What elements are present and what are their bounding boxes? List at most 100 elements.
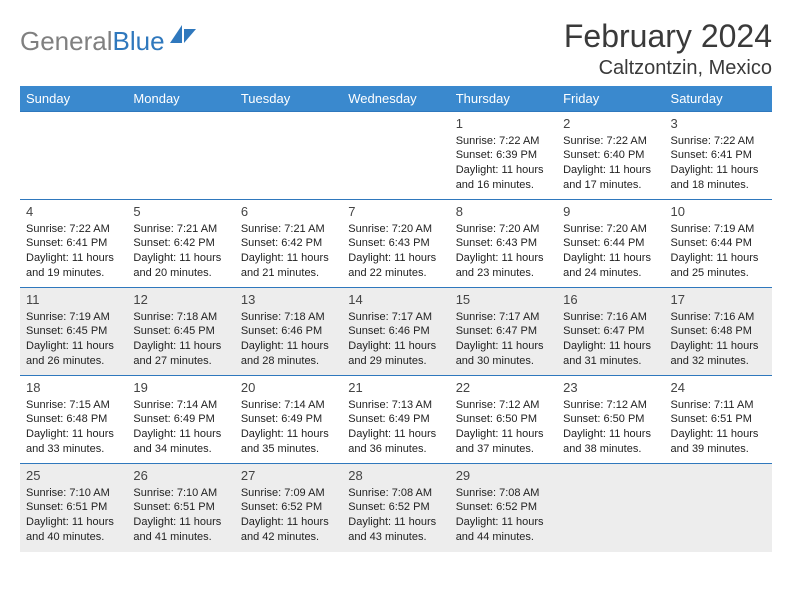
sunrise-label: Sunrise: bbox=[26, 311, 66, 323]
day-cell: 8Sunrise: 7:20 AMSunset: 6:43 PMDaylight… bbox=[450, 200, 557, 288]
sunset-label: Sunset: bbox=[563, 237, 600, 249]
sunrise-value: 7:10 AM bbox=[177, 487, 217, 499]
day-cell: 3Sunrise: 7:22 AMSunset: 6:41 PMDaylight… bbox=[665, 112, 772, 200]
day-cell: 2Sunrise: 7:22 AMSunset: 6:40 PMDaylight… bbox=[557, 112, 664, 200]
day-cell: 16Sunrise: 7:16 AMSunset: 6:47 PMDayligh… bbox=[557, 288, 664, 376]
sunset-value: 6:42 PM bbox=[174, 237, 215, 249]
sunrise-line: Sunrise: 7:12 AM bbox=[563, 398, 658, 413]
sunrise-value: 7:17 AM bbox=[499, 311, 539, 323]
sunrise-line: Sunrise: 7:11 AM bbox=[671, 398, 766, 413]
daylight-label: Daylight: bbox=[26, 340, 69, 352]
daylight-label: Daylight: bbox=[671, 340, 714, 352]
day-info: Sunrise: 7:12 AMSunset: 6:50 PMDaylight:… bbox=[563, 398, 658, 457]
day-info: Sunrise: 7:11 AMSunset: 6:51 PMDaylight:… bbox=[671, 398, 766, 457]
col-sunday: Sunday bbox=[20, 86, 127, 112]
day-info: Sunrise: 7:22 AMSunset: 6:39 PMDaylight:… bbox=[456, 134, 551, 193]
sunrise-label: Sunrise: bbox=[563, 311, 603, 323]
sunrise-label: Sunrise: bbox=[241, 487, 281, 499]
sunrise-label: Sunrise: bbox=[26, 223, 66, 235]
daylight-label: Daylight: bbox=[241, 252, 284, 264]
sunrise-line: Sunrise: 7:08 AM bbox=[456, 486, 551, 501]
sunset-line: Sunset: 6:52 PM bbox=[348, 500, 443, 515]
sunrise-label: Sunrise: bbox=[26, 399, 66, 411]
sunrise-value: 7:14 AM bbox=[177, 399, 217, 411]
sunrise-value: 7:08 AM bbox=[392, 487, 432, 499]
sunrise-line: Sunrise: 7:09 AM bbox=[241, 486, 336, 501]
day-info: Sunrise: 7:08 AMSunset: 6:52 PMDaylight:… bbox=[456, 486, 551, 545]
sunrise-line: Sunrise: 7:21 AM bbox=[133, 222, 228, 237]
daylight-label: Daylight: bbox=[671, 164, 714, 176]
daylight-label: Daylight: bbox=[563, 428, 606, 440]
daylight-label: Daylight: bbox=[348, 252, 391, 264]
daylight-label: Daylight: bbox=[456, 516, 499, 528]
sunrise-value: 7:21 AM bbox=[284, 223, 324, 235]
daylight-line: Daylight: 11 hours and 22 minutes. bbox=[348, 251, 443, 281]
daylight-line: Daylight: 11 hours and 34 minutes. bbox=[133, 427, 228, 457]
sunset-value: 6:47 PM bbox=[603, 325, 644, 337]
day-cell: 24Sunrise: 7:11 AMSunset: 6:51 PMDayligh… bbox=[665, 376, 772, 464]
sunset-line: Sunset: 6:42 PM bbox=[241, 236, 336, 251]
sunrise-label: Sunrise: bbox=[671, 223, 711, 235]
sunrise-line: Sunrise: 7:17 AM bbox=[348, 310, 443, 325]
sunset-value: 6:51 PM bbox=[66, 501, 107, 513]
day-number: 1 bbox=[456, 115, 551, 133]
day-info: Sunrise: 7:16 AMSunset: 6:47 PMDaylight:… bbox=[563, 310, 658, 369]
day-info: Sunrise: 7:20 AMSunset: 6:43 PMDaylight:… bbox=[348, 222, 443, 281]
day-info: Sunrise: 7:08 AMSunset: 6:52 PMDaylight:… bbox=[348, 486, 443, 545]
sunset-line: Sunset: 6:47 PM bbox=[563, 324, 658, 339]
daylight-line: Daylight: 11 hours and 35 minutes. bbox=[241, 427, 336, 457]
sunset-label: Sunset: bbox=[348, 237, 385, 249]
sunset-line: Sunset: 6:43 PM bbox=[456, 236, 551, 251]
sunset-label: Sunset: bbox=[456, 237, 493, 249]
daylight-label: Daylight: bbox=[563, 164, 606, 176]
sunrise-label: Sunrise: bbox=[348, 311, 388, 323]
sunset-value: 6:41 PM bbox=[66, 237, 107, 249]
day-cell: 14Sunrise: 7:17 AMSunset: 6:46 PMDayligh… bbox=[342, 288, 449, 376]
sunset-line: Sunset: 6:41 PM bbox=[26, 236, 121, 251]
sunset-label: Sunset: bbox=[348, 325, 385, 337]
sunrise-label: Sunrise: bbox=[671, 311, 711, 323]
day-cell: 28Sunrise: 7:08 AMSunset: 6:52 PMDayligh… bbox=[342, 464, 449, 552]
day-cell: 22Sunrise: 7:12 AMSunset: 6:50 PMDayligh… bbox=[450, 376, 557, 464]
header: GeneralBlue February 2024 Caltzontzin, M… bbox=[20, 18, 772, 80]
sunrise-label: Sunrise: bbox=[456, 223, 496, 235]
daylight-line: Daylight: 11 hours and 24 minutes. bbox=[563, 251, 658, 281]
daylight-label: Daylight: bbox=[241, 340, 284, 352]
location: Caltzontzin, Mexico bbox=[564, 57, 772, 80]
sunrise-value: 7:20 AM bbox=[607, 223, 647, 235]
day-cell bbox=[665, 464, 772, 552]
sunrise-label: Sunrise: bbox=[26, 487, 66, 499]
sunset-value: 6:44 PM bbox=[711, 237, 752, 249]
sunrise-value: 7:20 AM bbox=[392, 223, 432, 235]
day-number: 8 bbox=[456, 203, 551, 221]
daylight-label: Daylight: bbox=[133, 340, 176, 352]
sunset-line: Sunset: 6:46 PM bbox=[348, 324, 443, 339]
daylight-line: Daylight: 11 hours and 44 minutes. bbox=[456, 515, 551, 545]
sunset-line: Sunset: 6:48 PM bbox=[26, 412, 121, 427]
sunset-value: 6:49 PM bbox=[389, 413, 430, 425]
month-title: February 2024 bbox=[564, 18, 772, 55]
calendar-table: Sunday Monday Tuesday Wednesday Thursday… bbox=[20, 86, 772, 552]
sunrise-label: Sunrise: bbox=[241, 223, 281, 235]
sunset-line: Sunset: 6:43 PM bbox=[348, 236, 443, 251]
daylight-line: Daylight: 11 hours and 28 minutes. bbox=[241, 339, 336, 369]
daylight-line: Daylight: 11 hours and 40 minutes. bbox=[26, 515, 121, 545]
day-info: Sunrise: 7:10 AMSunset: 6:51 PMDaylight:… bbox=[133, 486, 228, 545]
sunset-line: Sunset: 6:47 PM bbox=[456, 324, 551, 339]
day-cell bbox=[342, 112, 449, 200]
day-number: 25 bbox=[26, 467, 121, 485]
day-number: 5 bbox=[133, 203, 228, 221]
sunset-label: Sunset: bbox=[563, 325, 600, 337]
sunset-value: 6:43 PM bbox=[389, 237, 430, 249]
daylight-label: Daylight: bbox=[671, 428, 714, 440]
sunset-line: Sunset: 6:49 PM bbox=[133, 412, 228, 427]
day-cell bbox=[557, 464, 664, 552]
sunrise-value: 7:19 AM bbox=[714, 223, 754, 235]
day-cell: 27Sunrise: 7:09 AMSunset: 6:52 PMDayligh… bbox=[235, 464, 342, 552]
day-info: Sunrise: 7:17 AMSunset: 6:47 PMDaylight:… bbox=[456, 310, 551, 369]
daylight-label: Daylight: bbox=[348, 516, 391, 528]
sunrise-value: 7:14 AM bbox=[284, 399, 324, 411]
sunset-value: 6:42 PM bbox=[281, 237, 322, 249]
day-cell: 18Sunrise: 7:15 AMSunset: 6:48 PMDayligh… bbox=[20, 376, 127, 464]
daylight-line: Daylight: 11 hours and 29 minutes. bbox=[348, 339, 443, 369]
